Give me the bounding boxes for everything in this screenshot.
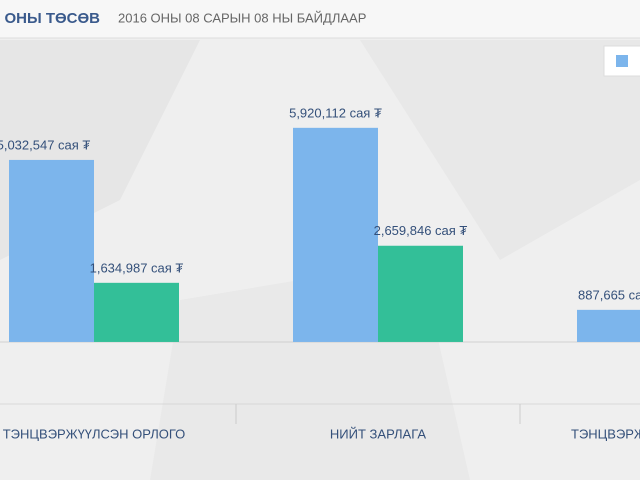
chart-title: 2016 ОНЫ ТӨСӨВ: [0, 10, 100, 27]
bar: [293, 127, 378, 342]
chart-subtitle: 2016 ОНЫ 08 САРЫН 08 НЫ БАЙДЛААР: [118, 10, 366, 25]
data-label: 887,665 сая ₮: [578, 287, 640, 302]
bar: [9, 159, 94, 342]
bar: [577, 309, 640, 342]
header: [0, 0, 640, 38]
data-label: 2,659,846 сая ₮: [374, 223, 468, 238]
x-tick-label: ТЭНЦВЭРЖҮҮЛСЭН ОРЛОГО: [3, 426, 186, 441]
background-shape: [360, 40, 640, 260]
bar: [378, 245, 463, 342]
data-label: 1,634,987 сая ₮: [90, 260, 184, 275]
bar: [94, 282, 179, 342]
legend: [603, 45, 640, 77]
x-tick-label: НИЙТ ЗАРЛАГА: [330, 426, 426, 441]
legend-swatch: [616, 55, 628, 67]
x-tick-label: ТЭНЦВЭРЖ: [571, 426, 640, 441]
data-label: 5,920,112 сая ₮: [289, 105, 382, 120]
data-label: 5,032,547 сая ₮: [0, 137, 90, 152]
